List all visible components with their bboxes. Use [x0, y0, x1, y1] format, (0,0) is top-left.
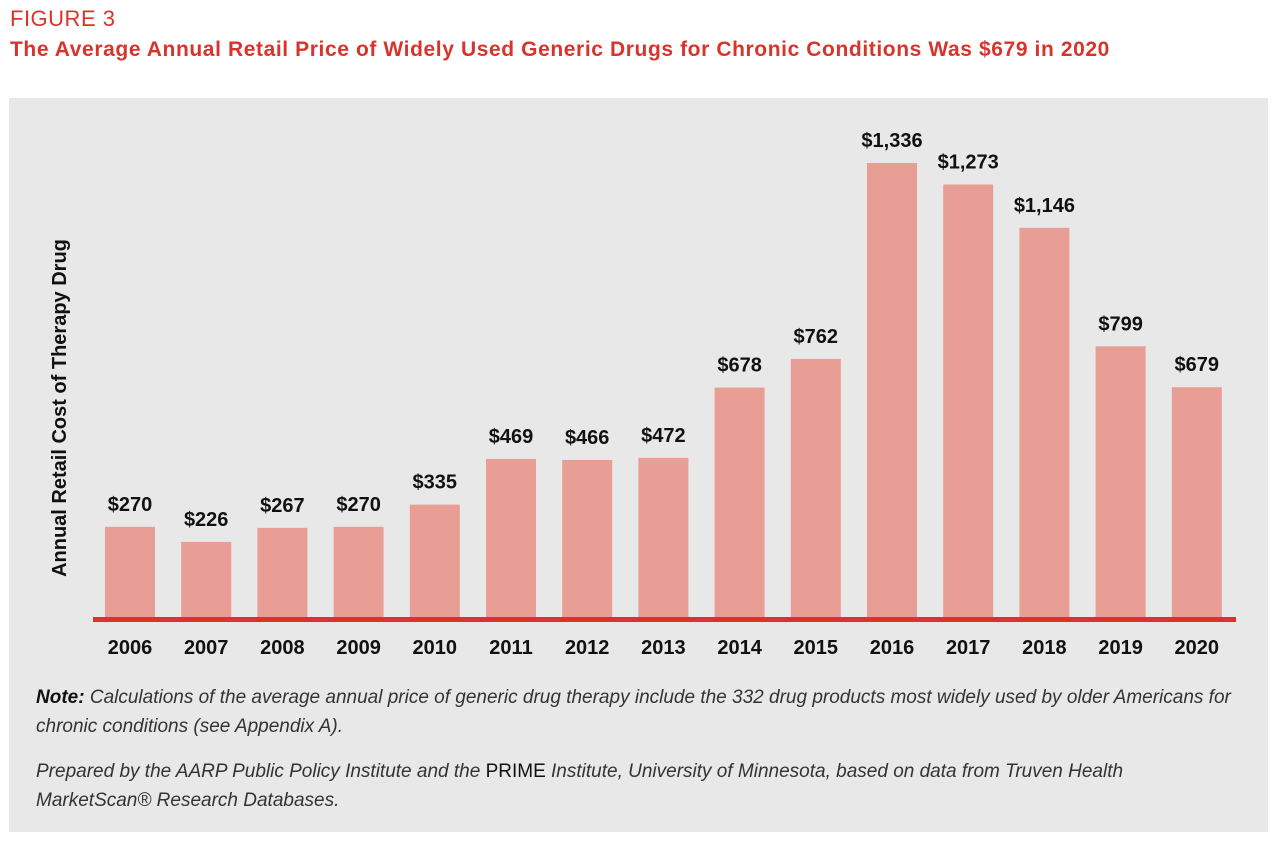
x-tick-label-2018: 2018 — [1022, 637, 1067, 659]
bar-2012 — [562, 459, 613, 619]
data-label-2019: $799 — [1098, 313, 1143, 335]
data-label-2006: $270 — [108, 494, 153, 516]
bar-2008 — [257, 527, 308, 619]
bar-2009 — [333, 526, 384, 619]
data-label-2020: $679 — [1175, 354, 1220, 376]
note-label: Note: — [36, 687, 85, 708]
bar-2015 — [790, 358, 841, 619]
x-axis-line — [93, 617, 1236, 622]
data-label-2011: $469 — [489, 426, 534, 448]
data-label-2009: $270 — [336, 494, 381, 516]
x-tick-label-2006: 2006 — [108, 637, 153, 659]
note: Note: Calculations of the average annual… — [36, 683, 1236, 741]
x-tick-label-2010: 2010 — [413, 637, 458, 659]
x-tick-label-2009: 2009 — [336, 637, 381, 659]
bar-2013 — [638, 457, 689, 619]
source-note: Prepared by the AARP Public Policy Insti… — [36, 757, 1236, 815]
x-tick-label-2013: 2013 — [641, 637, 686, 659]
data-label-2010: $335 — [413, 472, 458, 494]
data-label-2014: $678 — [717, 355, 762, 377]
bar-2020 — [1171, 387, 1222, 619]
x-tick-label-2020: 2020 — [1175, 637, 1220, 659]
x-tick-label-2019: 2019 — [1098, 637, 1143, 659]
bar-2016 — [867, 163, 917, 619]
x-tick-label-2017: 2017 — [946, 637, 991, 659]
data-label-2015: $762 — [794, 326, 839, 348]
x-tick-label-2014: 2014 — [717, 637, 762, 659]
bar-2011 — [486, 458, 536, 619]
data-label-2008: $267 — [260, 495, 305, 517]
note-text: Calculations of the average annual price… — [36, 687, 1231, 737]
source-prime: PRIME — [485, 761, 546, 782]
data-label-2016: $1,336 — [861, 130, 922, 152]
data-label-2017: $1,273 — [938, 152, 999, 174]
x-tick-label-2007: 2007 — [184, 637, 229, 659]
bar-2007 — [181, 541, 232, 619]
y-axis-label: Annual Retail Cost of Therapy Drug — [49, 239, 71, 577]
chart-title: The Average Annual Retail Price of Widel… — [10, 38, 1110, 61]
bar-2010 — [409, 504, 460, 619]
data-label-2007: $226 — [184, 509, 229, 531]
x-tick-label-2012: 2012 — [565, 637, 610, 659]
x-tick-label-2008: 2008 — [260, 637, 305, 659]
source-text-pre: Prepared by the AARP Public Policy Insti… — [36, 761, 486, 782]
x-tick-label-2015: 2015 — [794, 637, 839, 659]
data-label-2018: $1,146 — [1014, 195, 1075, 217]
x-tick-label-2016: 2016 — [870, 637, 915, 659]
data-label-2013: $472 — [641, 425, 686, 447]
bar-2006 — [105, 526, 155, 619]
bar-2017 — [943, 184, 994, 619]
x-tick-label-2011: 2011 — [489, 637, 532, 659]
figure-label: FIGURE 3 — [10, 6, 116, 31]
bar-2014 — [714, 387, 765, 619]
bar-2018 — [1019, 227, 1070, 620]
source-text-post: Institute, University of Minnesota, base… — [36, 761, 1124, 811]
bar-2019 — [1095, 346, 1146, 619]
data-label-2012: $466 — [565, 427, 610, 449]
